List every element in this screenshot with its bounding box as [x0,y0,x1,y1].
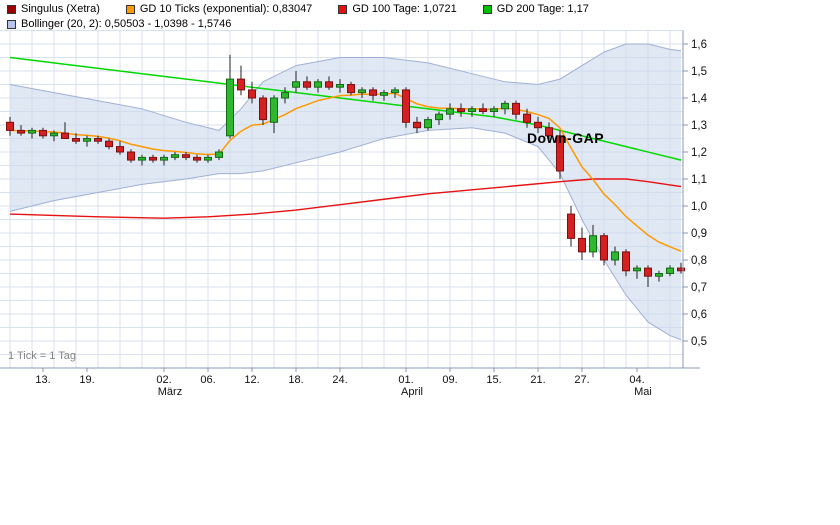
y-axis-label: 1,3 [691,120,707,132]
y-axis-label: 1,5 [691,66,707,78]
legend-row: Singulus (Xetra) GD 10 Ticks (exponential… [7,3,615,15]
x-axis-day-label: 18. [288,374,303,386]
x-axis-day-label: 02. [156,374,171,386]
legend-item-label: Singulus (Xetra) [21,3,100,15]
x-axis-day-label: 01. [398,374,413,386]
x-axis-day-label: 04. [629,374,644,386]
x-axis-day-label: 24. [332,374,347,386]
x-axis-day-label: 09. [442,374,457,386]
x-axis-day-label: 27. [574,374,589,386]
legend: Singulus (Xetra) GD 10 Ticks (exponential… [7,3,615,33]
legend-item: GD 10 Ticks (exponential): 0,83047 [125,3,313,15]
legend-item: GD 100 Tage: 1,0721 [338,3,457,15]
y-axis-label: 0,7 [691,282,707,294]
y-axis-label: 1,2 [691,147,707,159]
legend-color-chip-icon [482,4,492,14]
y-axis-label: 0,9 [691,228,707,240]
x-axis-day-label: 12. [244,374,259,386]
x-axis-day-label: 21. [530,374,545,386]
y-axis-label: 0,5 [691,336,707,348]
y-axis-label: 1,1 [691,174,707,186]
y-axis-label: 1,0 [691,201,707,213]
legend-color-chip-icon [7,4,16,14]
x-axis-month-label: April [401,386,423,398]
legend-item: GD 200 Tage: 1,17 [482,3,589,15]
legend-item-label: GD 100 Tage: 1,0721 [352,3,457,15]
y-axis-label: 1,6 [691,39,707,51]
legend-color-chip-icon [338,4,348,14]
legend-item: Bollinger (20, 2): 0,50503 - 1,0398 - 1,… [7,18,231,30]
x-axis-day-label: 13. [35,374,50,386]
x-axis-day-label: 19. [79,374,94,386]
x-axis-day-label: 06. [200,374,215,386]
legend-item-label: GD 10 Ticks (exponential): 0,83047 [139,3,313,15]
y-axis-label: 1,4 [691,93,708,105]
legend-color-chip-icon [7,19,16,29]
x-axis-month-label: März [158,386,182,398]
x-axis-month-label: Mai [634,386,652,398]
y-axis-label: 0,8 [691,255,707,267]
legend-item-label: GD 200 Tage: 1,17 [496,3,589,15]
x-axis-day-label: 15. [486,374,501,386]
tick-note: 1 Tick = 1 Tag [8,350,76,362]
legend-color-chip-icon [125,4,135,14]
legend-item-label: Bollinger (20, 2): 0,50503 - 1,0398 - 1,… [21,18,232,30]
legend-item: Singulus (Xetra) [7,3,100,15]
y-axis-label: 0,6 [691,309,707,321]
down-gap-annotation: Down-GAP [526,129,605,146]
legend-row: Bollinger (20, 2): 0,50503 - 1,0398 - 1,… [7,18,615,30]
